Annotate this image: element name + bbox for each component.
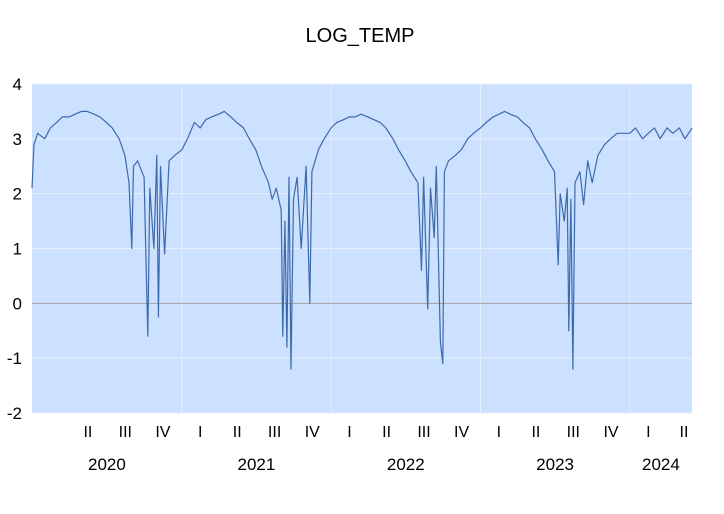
x-year-label: 2023: [536, 455, 574, 474]
x-year-label: 2024: [642, 455, 680, 474]
x-quarter-label: III: [567, 424, 580, 441]
x-quarter-label: II: [83, 424, 92, 441]
y-tick-label: 1: [13, 240, 22, 259]
y-tick-label: 3: [13, 130, 22, 149]
x-quarter-label: II: [680, 424, 689, 441]
x-quarter-label: IV: [155, 424, 170, 441]
y-tick-label: 4: [13, 75, 22, 94]
x-quarter-label: I: [646, 424, 650, 441]
y-tick-label: 2: [13, 185, 22, 204]
series-line: [31, 110, 693, 370]
x-quarter-label: I: [347, 424, 351, 441]
x-quarter-label: II: [233, 424, 242, 441]
x-quarter-label: II: [531, 424, 540, 441]
x-quarter-label: III: [417, 424, 430, 441]
x-quarter-label: IV: [305, 424, 320, 441]
x-year-label: 2022: [387, 455, 425, 474]
x-quarter-label: IV: [603, 424, 618, 441]
x-axis-years: 2020 2021 2022 2023 2024: [88, 455, 680, 474]
y-axis: -2 -1 0 1 2 3 4: [7, 75, 22, 423]
x-quarter-label: I: [198, 424, 202, 441]
series-group: [31, 110, 693, 370]
x-quarter-label: I: [497, 424, 501, 441]
x-quarter-label: IV: [454, 424, 469, 441]
chart-title: LOG_TEMP: [306, 25, 415, 47]
x-year-label: 2020: [88, 455, 126, 474]
x-year-label: 2021: [237, 455, 275, 474]
y-tick-label: -2: [7, 404, 22, 423]
x-quarter-label: III: [268, 424, 281, 441]
x-axis-quarters: II III IV I II III IV I II III IV I II III IV I II: [83, 424, 688, 441]
x-quarter-label: II: [382, 424, 391, 441]
y-tick-label: 0: [13, 294, 22, 313]
y-tick-label: -1: [7, 349, 22, 368]
x-quarter-label: III: [119, 424, 132, 441]
